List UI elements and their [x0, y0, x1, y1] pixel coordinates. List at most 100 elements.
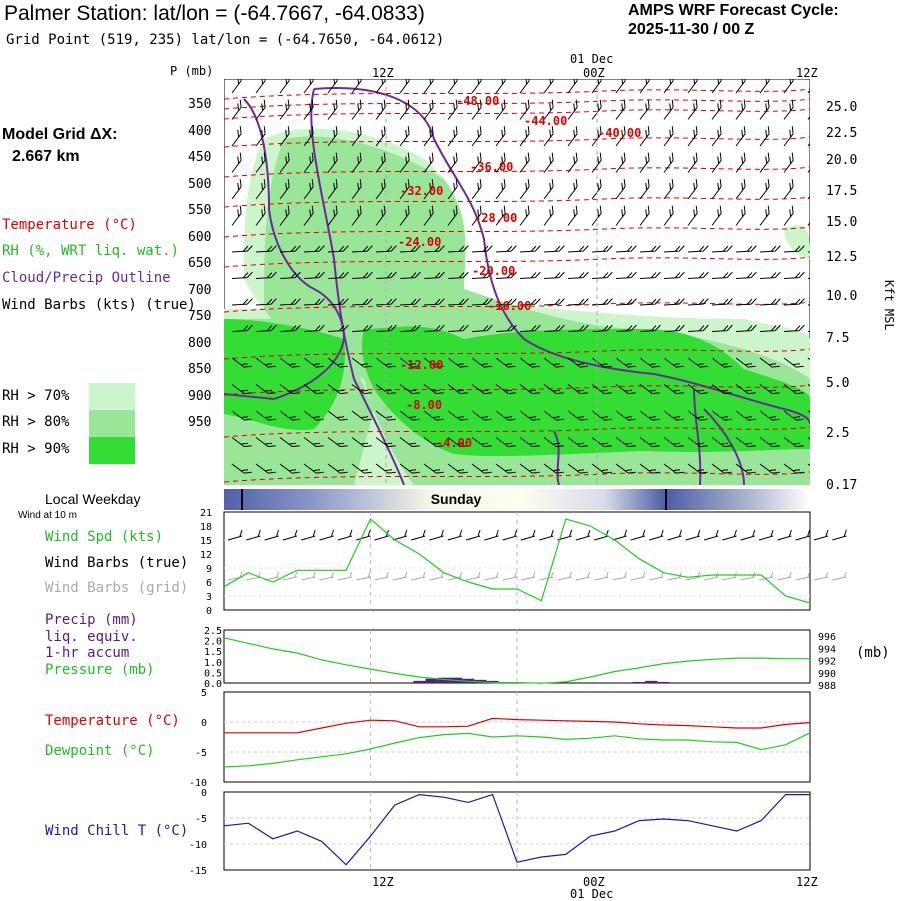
wind-barb — [567, 324, 589, 332]
wind-barb — [759, 410, 780, 421]
wind-barb-true — [264, 529, 280, 541]
precip-tick: 1.5 — [204, 647, 222, 658]
wind-barb — [567, 271, 589, 279]
wind-barb — [423, 410, 444, 421]
precip-tick: 0.5 — [204, 668, 222, 679]
pressure-tick: 400 — [188, 123, 212, 139]
wind-barb — [783, 410, 804, 421]
wind-barb — [519, 298, 541, 306]
wind-barb — [591, 410, 612, 421]
wind-barb — [351, 298, 373, 306]
wind-barb — [807, 79, 810, 94]
wind-barb-grid — [740, 571, 756, 581]
wind-barb — [543, 437, 564, 448]
wind-barb-grid — [520, 571, 536, 581]
wind-barb-true — [410, 529, 426, 541]
precip-bar — [413, 680, 426, 683]
wind-speed-line — [223, 518, 811, 604]
wind-barb-true — [447, 529, 463, 541]
wind-barb — [375, 245, 397, 253]
wind-barb — [639, 324, 661, 332]
wind-barb-true — [337, 529, 353, 541]
dewpoint-line — [223, 732, 811, 768]
wind-barb — [711, 205, 722, 226]
wind-barb — [495, 410, 516, 421]
cloud-outline-5 — [693, 388, 745, 485]
wind-barb — [471, 179, 482, 200]
wind-barb-true — [630, 529, 646, 541]
height-tick: 22.5 — [826, 126, 858, 141]
wind-barb — [687, 357, 708, 368]
wind-barb — [783, 384, 804, 395]
wind-barb-grid — [649, 571, 664, 581]
wind-barb — [687, 410, 708, 421]
wind-barb — [567, 437, 588, 448]
wind-barb — [375, 357, 396, 368]
wind-barb-true — [649, 529, 664, 541]
wind-barb — [255, 179, 266, 200]
wind-barb — [615, 271, 637, 279]
wind-barb — [279, 384, 300, 395]
cross-section-chart: -48.00 -44.00 -40.00 -36.00 -32.00 -28.00 -24.… — [224, 79, 810, 485]
forecast-cycle-label: AMPS WRF Forecast Cycle: — [628, 2, 839, 19]
wind-barb — [543, 179, 554, 200]
wind-barb — [327, 271, 349, 279]
wind-barb — [519, 324, 541, 332]
pressure-tick: 500 — [188, 176, 212, 192]
wind-barb — [351, 271, 373, 279]
wind-barb — [231, 384, 252, 395]
wind-barb — [615, 179, 626, 200]
wind-chill-tick: -5 — [195, 814, 207, 825]
wind-barb — [543, 384, 564, 395]
wind-barb — [231, 357, 252, 368]
wind-barb — [783, 324, 805, 332]
wind-barb-true — [575, 529, 591, 541]
temperature-tick: 5 — [201, 688, 207, 699]
wind-barb — [663, 152, 674, 173]
wind-barb — [375, 298, 397, 306]
wind-barb — [279, 179, 290, 200]
wind-speed-tick: 18 — [200, 522, 212, 533]
wind-barb — [687, 324, 709, 332]
wind-barb — [399, 410, 420, 421]
wind-barb — [663, 410, 684, 421]
wind-barb — [663, 324, 685, 332]
wind-barb — [663, 437, 684, 448]
wind-barb — [735, 463, 756, 474]
wind-barb-grid — [539, 571, 554, 581]
wind-barb — [759, 437, 780, 448]
wind-barb — [663, 357, 684, 368]
wind-barb — [783, 79, 794, 94]
wind-barb — [615, 245, 637, 253]
wind-barb-grid — [594, 571, 609, 581]
wind-barb — [471, 357, 492, 368]
wind-barb — [423, 245, 445, 253]
wind-barb — [231, 324, 253, 332]
wind-barb — [447, 179, 458, 200]
temperature-contour-label: -8.00 — [406, 398, 442, 412]
wind-barb — [327, 126, 338, 147]
temperature-contour-line — [224, 196, 810, 208]
wind-barb — [327, 437, 348, 448]
wind-barb — [447, 205, 458, 226]
wind-barb — [447, 99, 458, 120]
temperature-contour-label: -36.00 — [470, 160, 513, 174]
wind-barb — [375, 79, 386, 94]
wind-barb-true — [301, 529, 316, 541]
wind-speed-tick: 21 — [200, 508, 212, 519]
height-tick: 17.5 — [826, 184, 858, 199]
wind-barb — [543, 357, 564, 368]
wind-barb — [759, 324, 781, 332]
temperature-contour-line — [224, 136, 810, 148]
wind-barb-true — [392, 529, 408, 541]
wind-barb — [591, 126, 602, 147]
temperature-contour-label: -16.00 — [488, 299, 531, 313]
wind-barb — [255, 384, 276, 395]
station-title: Palmer Station: lat/lon = (-64.7667, -64… — [4, 2, 425, 25]
wind-barb — [807, 126, 810, 147]
wind-barb — [519, 205, 530, 226]
wind-barb — [447, 437, 468, 448]
wind-barb — [255, 271, 277, 279]
wind-barb — [303, 357, 324, 368]
temperature-contour-line — [224, 384, 810, 396]
